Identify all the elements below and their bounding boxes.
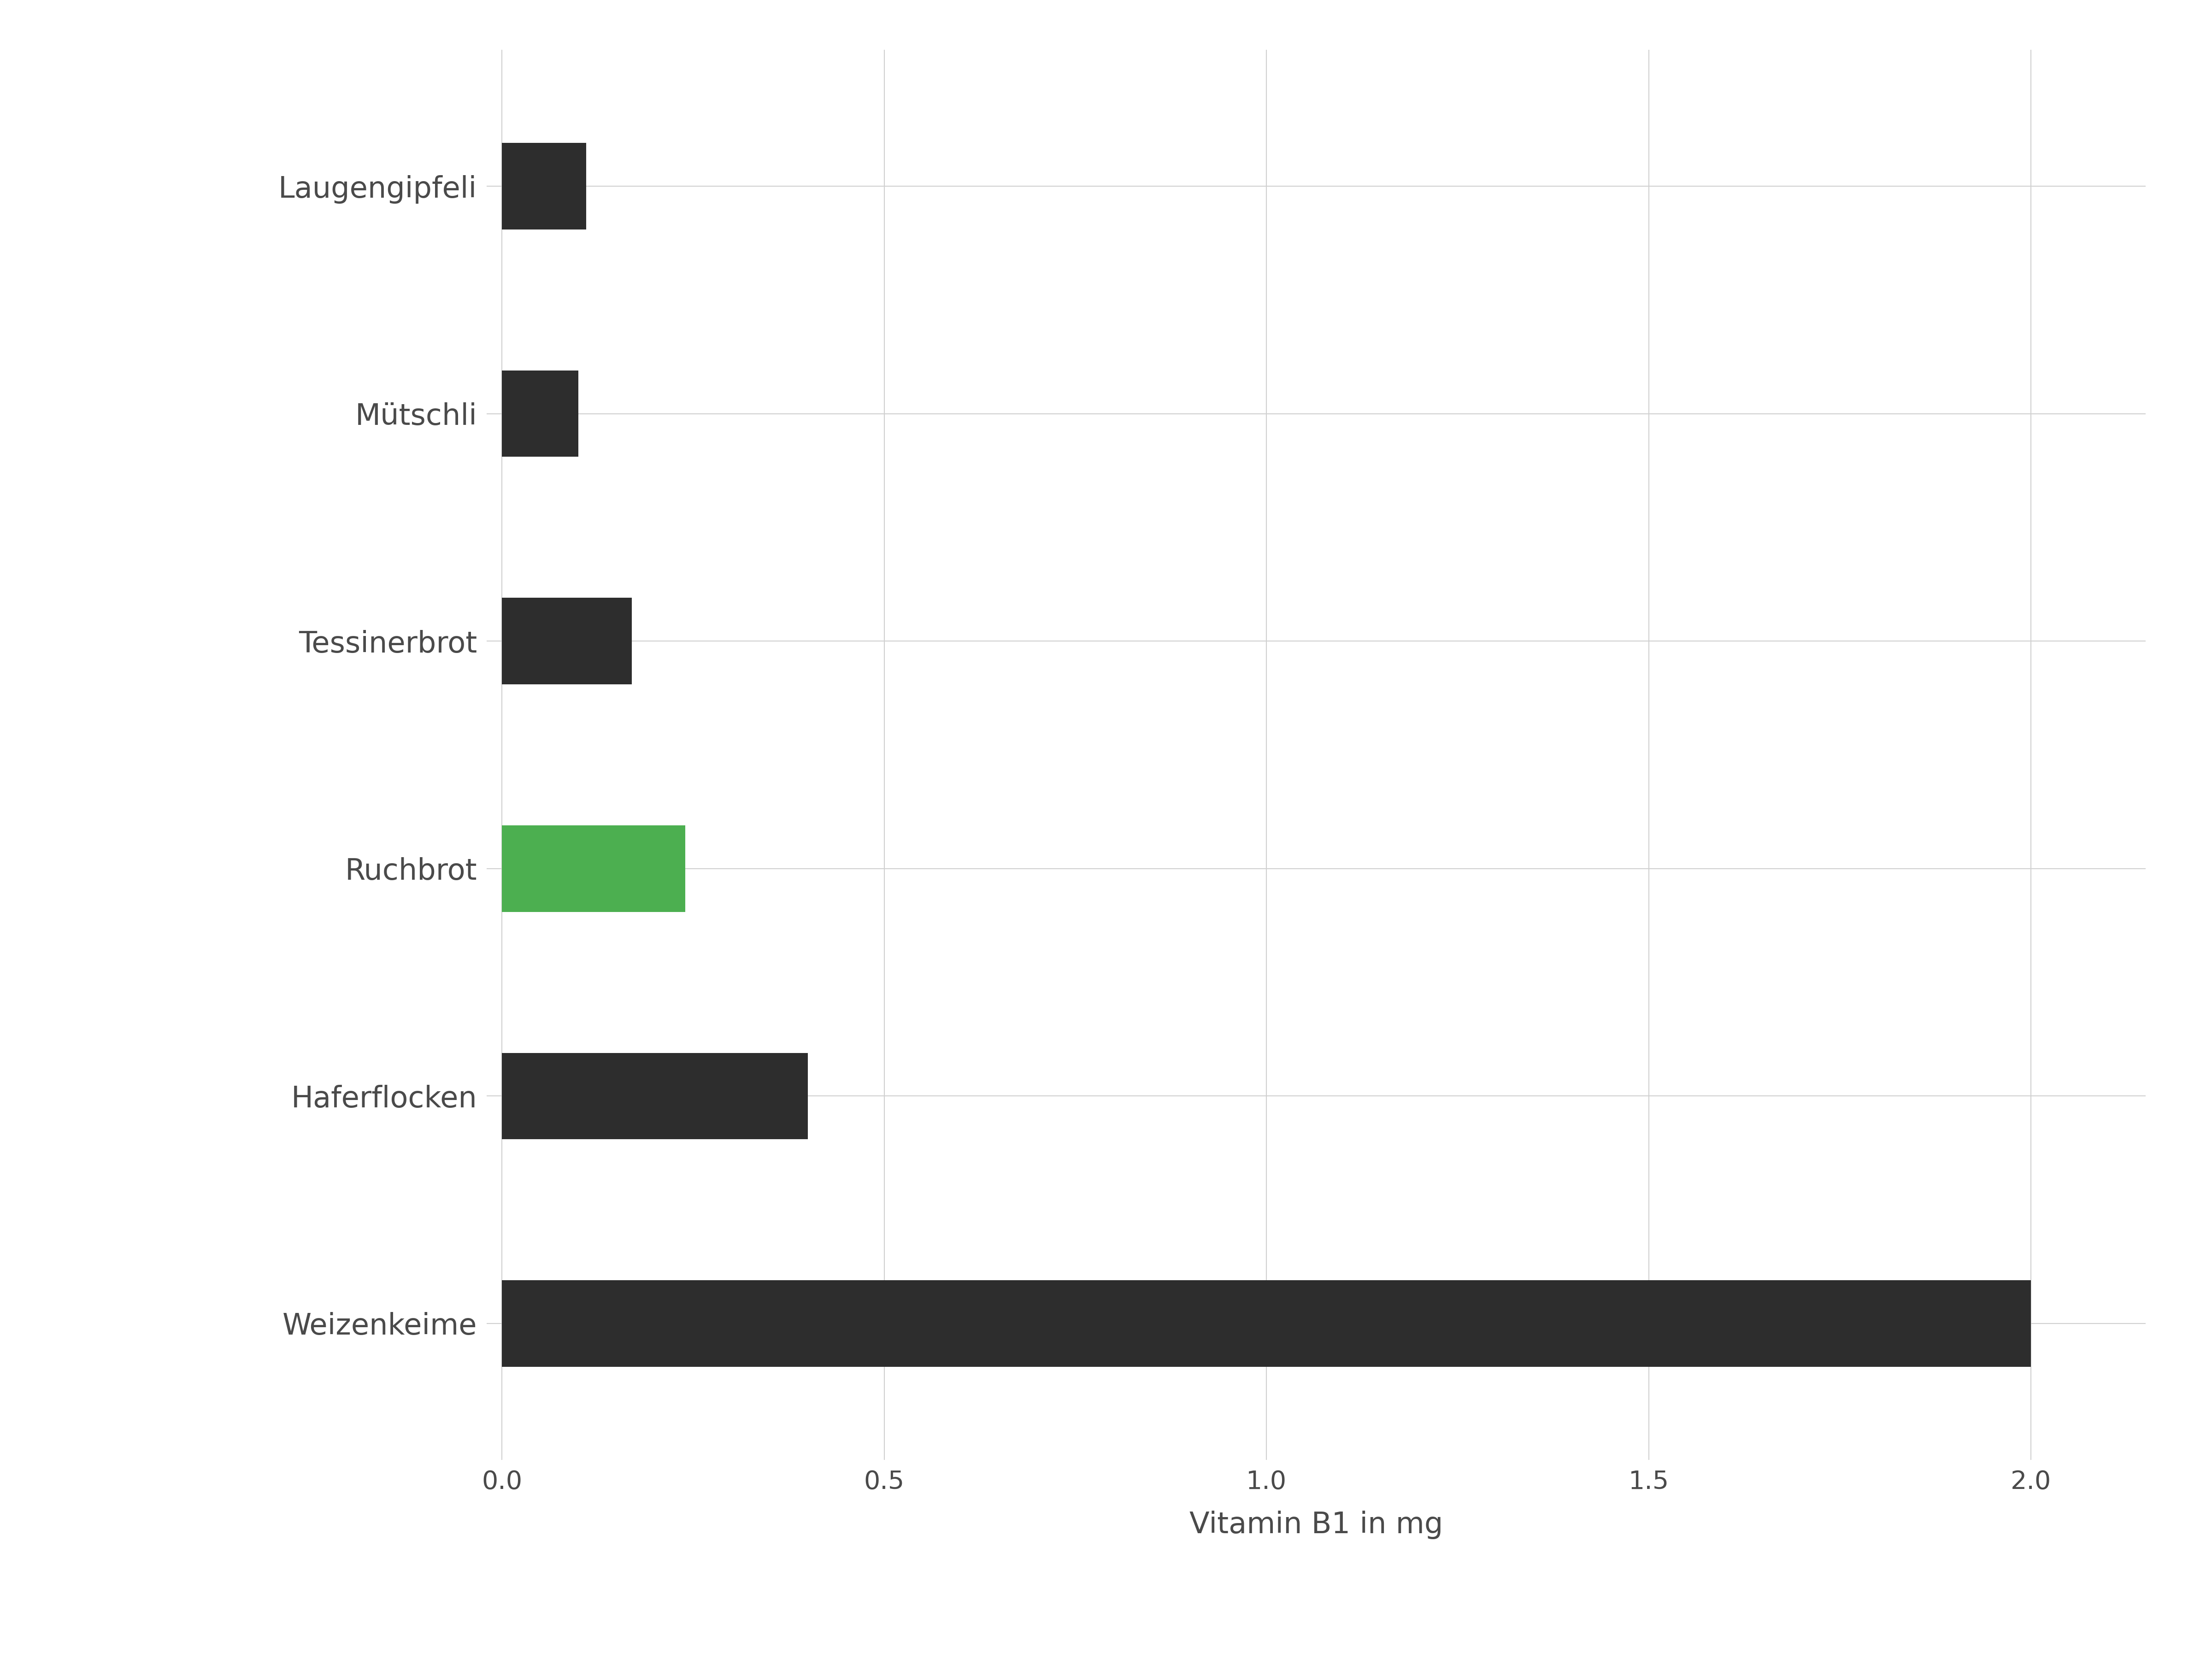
X-axis label: Vitamin B1 in mg: Vitamin B1 in mg <box>1190 1510 1442 1540</box>
Bar <box>502 1281 2031 1367</box>
Bar <box>502 1053 807 1140</box>
Bar <box>502 825 686 912</box>
Bar <box>502 143 586 229</box>
Bar <box>502 370 577 456</box>
Bar <box>502 597 633 684</box>
